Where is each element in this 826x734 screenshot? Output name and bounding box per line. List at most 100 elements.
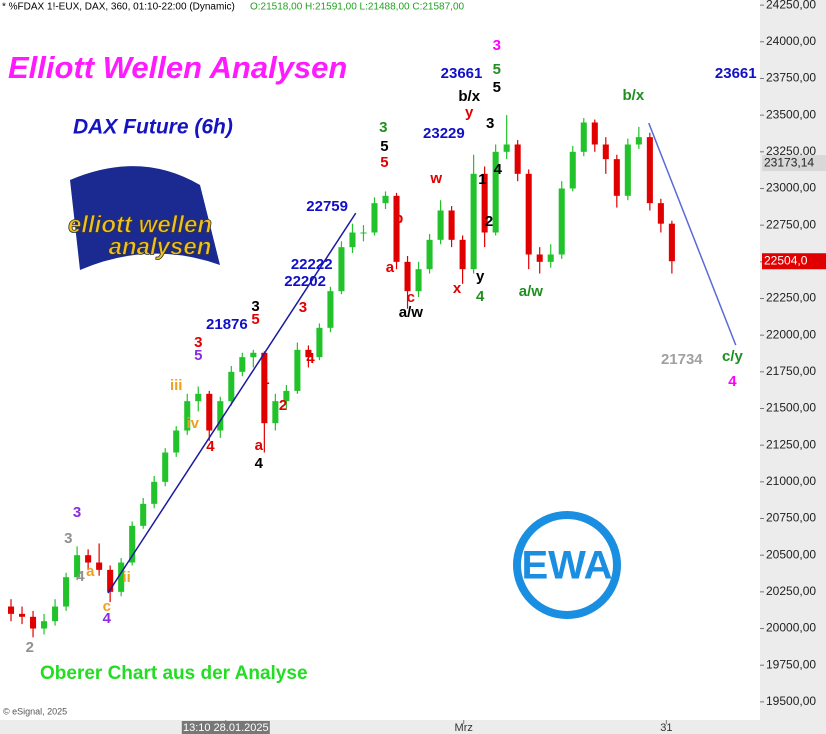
wave-label: 21876 bbox=[206, 316, 248, 333]
y-tick-label: 21500,00 bbox=[766, 401, 816, 415]
wave-label: a bbox=[255, 437, 264, 454]
wave-label: 2 bbox=[485, 213, 493, 230]
y-tick-label: 20750,00 bbox=[766, 511, 816, 525]
candle-body bbox=[514, 144, 521, 174]
wave-label: 4 bbox=[76, 568, 85, 585]
candle-body bbox=[206, 393, 213, 431]
wave-label: 3 bbox=[64, 530, 72, 547]
wave-label: a bbox=[386, 259, 395, 276]
footer: Oberer Chart aus der Analyse bbox=[40, 663, 308, 684]
x-tick-label: Mrz bbox=[455, 722, 473, 734]
y-tick-label: 19500,00 bbox=[766, 694, 816, 708]
candle-body bbox=[404, 261, 411, 292]
badge-ring bbox=[513, 511, 621, 619]
y-tick-label: 23500,00 bbox=[766, 107, 816, 121]
candle-body bbox=[459, 239, 466, 270]
y-tick-label: 20500,00 bbox=[766, 547, 816, 561]
candle-body bbox=[371, 203, 378, 233]
candle-body bbox=[30, 616, 37, 629]
price-marker-label: 23173,14 bbox=[764, 155, 814, 169]
wave-label: 3 bbox=[251, 298, 259, 315]
wave-label: 22222 bbox=[291, 256, 333, 273]
wave-label: 4 bbox=[255, 455, 264, 472]
candle-body bbox=[184, 401, 191, 431]
wave-label: y bbox=[465, 104, 474, 121]
candle-body bbox=[591, 122, 598, 145]
wave-label: 4 bbox=[494, 161, 503, 178]
price-axis-bg bbox=[760, 0, 826, 734]
candle-body bbox=[7, 606, 15, 614]
y-tick-label: 24250,00 bbox=[766, 0, 816, 11]
wave-label: 4 bbox=[476, 288, 485, 305]
candle-body bbox=[525, 173, 532, 255]
y-tick-label: 22750,00 bbox=[766, 217, 816, 231]
candle-body bbox=[261, 352, 268, 424]
candle-body bbox=[602, 144, 609, 160]
candle-body bbox=[349, 232, 356, 248]
wave-label: 3 bbox=[299, 299, 307, 316]
wave-label: 5 bbox=[251, 311, 259, 328]
candle-body bbox=[140, 503, 147, 526]
logo-text: elliott wellen bbox=[68, 211, 212, 238]
y-tick-label: 23750,00 bbox=[766, 71, 816, 85]
wave-label: 3 bbox=[194, 334, 202, 351]
candle-body bbox=[415, 269, 422, 292]
wave-label: 3 bbox=[493, 37, 501, 54]
candle-body bbox=[217, 401, 224, 431]
logo-flag bbox=[70, 166, 220, 270]
trend-line bbox=[648, 122, 737, 346]
header: * %FDAX 1!-EUX, DAX, 360, 01:10-22:00 (D… bbox=[2, 2, 235, 13]
y-tick-label: 20000,00 bbox=[766, 621, 816, 635]
wave-label: 5 bbox=[380, 154, 388, 171]
time-axis-bg bbox=[0, 720, 760, 734]
candle-body bbox=[668, 223, 675, 262]
candle-body bbox=[470, 173, 477, 270]
wave-label: 22202 bbox=[284, 273, 326, 290]
wave-label: 5 bbox=[194, 347, 202, 364]
y-tick-label: 23250,00 bbox=[766, 144, 816, 158]
candle-body bbox=[19, 613, 26, 617]
wave-label: 4 bbox=[728, 373, 737, 390]
candle-body bbox=[547, 254, 554, 262]
wave-label: 22759 bbox=[306, 198, 348, 215]
candle-body bbox=[569, 151, 576, 189]
candle-body bbox=[162, 452, 169, 482]
candle-body bbox=[85, 555, 92, 563]
logo: elliott wellen analysen bbox=[68, 166, 220, 270]
chart-title: Elliott Wellen Analysen bbox=[8, 50, 347, 85]
wave-label: 21734 bbox=[661, 351, 703, 368]
wave-label: 4 bbox=[103, 610, 112, 627]
wave-label: x bbox=[453, 280, 462, 297]
candle-body bbox=[448, 210, 455, 240]
candle-body bbox=[481, 173, 488, 233]
wave-label: 2 bbox=[26, 639, 34, 656]
wave-label: c bbox=[103, 598, 111, 615]
candle-body bbox=[96, 562, 103, 570]
candle-body bbox=[63, 577, 70, 607]
y-tick-label: 21750,00 bbox=[766, 364, 816, 378]
quote: O:21518,00 H:21591,00 L:21488,00 C:21587… bbox=[250, 2, 465, 13]
price-marker bbox=[762, 253, 826, 270]
y-tick-label: 19750,00 bbox=[766, 657, 816, 671]
candle-body bbox=[250, 352, 257, 358]
candle-body bbox=[558, 188, 565, 255]
candle-body bbox=[107, 569, 114, 592]
wave-label: c/y bbox=[722, 348, 744, 365]
candle-body bbox=[272, 401, 279, 424]
wave-label: ii bbox=[122, 569, 130, 586]
x-tick-label: 13:10 28.01.2025 bbox=[183, 722, 269, 734]
x-tick-label: 31 bbox=[660, 722, 672, 734]
y-tick-label: 22250,00 bbox=[766, 291, 816, 305]
candle-body bbox=[635, 137, 642, 145]
candle-body bbox=[195, 393, 202, 402]
trend-line bbox=[107, 212, 357, 594]
candle-body bbox=[437, 210, 444, 240]
candle-body bbox=[228, 371, 235, 402]
y-tick-label: 20250,00 bbox=[766, 584, 816, 598]
badge-text: EWA bbox=[521, 544, 612, 588]
y-tick-label: 23000,00 bbox=[766, 181, 816, 195]
x-tick-box bbox=[181, 721, 270, 734]
wave-label: 4 bbox=[206, 438, 215, 455]
wave-label: 23661 bbox=[715, 65, 757, 82]
candle-body bbox=[327, 291, 334, 328]
